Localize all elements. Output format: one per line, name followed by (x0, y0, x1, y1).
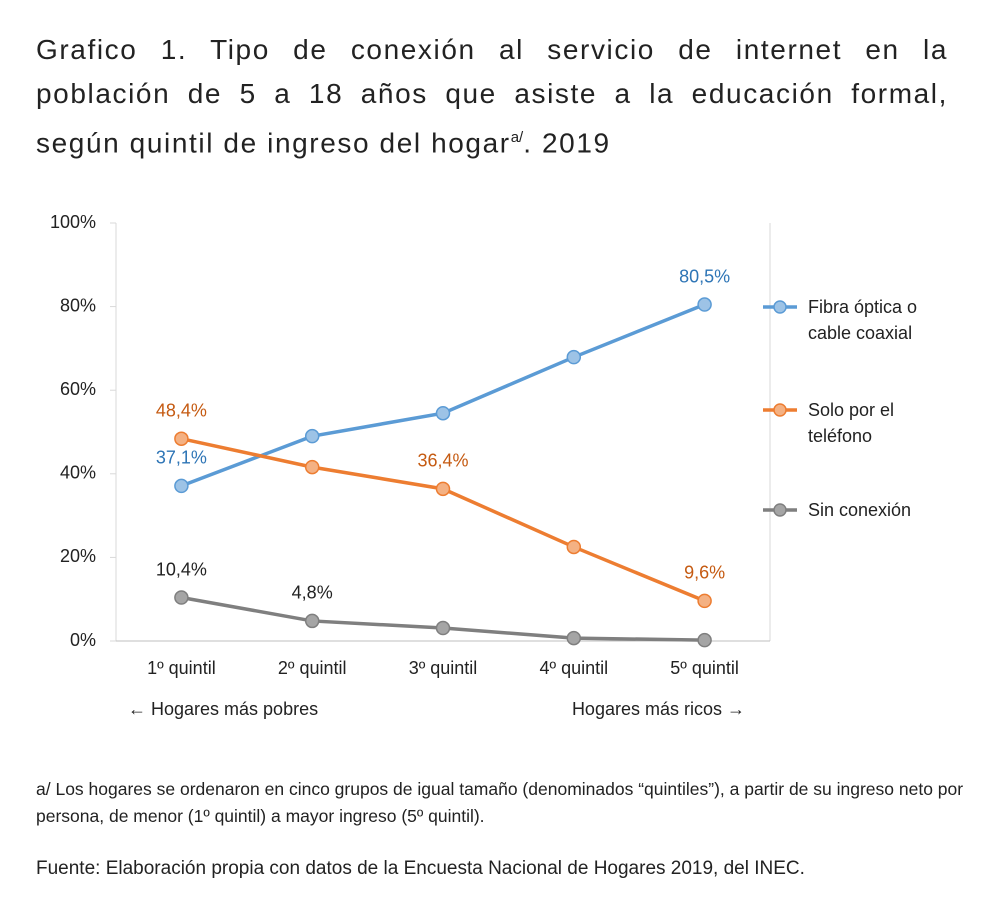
marker (304, 613, 320, 629)
data-label: 10,4% (156, 559, 207, 579)
y-tick-label: 80% (60, 295, 96, 315)
data-label: 9,6% (684, 563, 725, 583)
title-text: Grafico 1. Tipo de conexión al servicio … (36, 34, 948, 159)
marker (174, 478, 189, 494)
marker (174, 590, 189, 605)
marker (697, 593, 712, 609)
legend-marker (773, 503, 787, 517)
marker (435, 405, 451, 421)
data-label: 37,1% (156, 448, 207, 468)
x-tick-label: 2º quintil (278, 658, 347, 678)
data-label: 48,4% (156, 400, 207, 420)
x-tick-label: 3º quintil (409, 658, 478, 678)
data-label: 36,4% (417, 451, 468, 471)
y-tick-label: 60% (60, 379, 96, 399)
marker (435, 620, 451, 636)
footnote: a/ Los hogares se ordenaron en cinco gru… (36, 779, 964, 826)
marker (304, 428, 320, 444)
marker (566, 630, 582, 646)
y-tick-label: 0% (70, 630, 96, 650)
legend-marker (773, 300, 787, 314)
y-tick-label: 100% (50, 212, 96, 232)
legend-label: Fibra óptica o cable coaxial (808, 297, 918, 343)
annotation: Hogares más ricos → (572, 699, 745, 719)
marker (566, 539, 582, 555)
legend-label: Sin conexión (808, 500, 912, 520)
marker (697, 632, 712, 648)
legend-marker (773, 403, 787, 417)
marker (174, 431, 189, 446)
data-label: 80,5% (679, 266, 730, 286)
annotation: ← Hogares más pobres (128, 699, 318, 719)
marker (304, 459, 320, 475)
data-label: 4,8% (292, 583, 333, 603)
x-tick-label: 5º quintil (670, 658, 739, 678)
x-tick-label: 1º quintil (147, 658, 216, 678)
y-tick-label: 40% (60, 463, 96, 483)
title-end: . 2019 (523, 127, 611, 159)
title-superscript: a/ (510, 129, 524, 146)
source: Fuente: Elaboración propia con datos de … (36, 858, 805, 879)
marker (435, 481, 451, 497)
x-tick-label: 4º quintil (539, 658, 608, 678)
marker (566, 349, 582, 365)
legend-label: Solo por el teléfono (808, 400, 895, 446)
y-tick-label: 20% (60, 546, 96, 566)
marker (697, 297, 712, 312)
chart-title: Grafico 1. Tipo de conexión al servicio … (36, 28, 948, 165)
